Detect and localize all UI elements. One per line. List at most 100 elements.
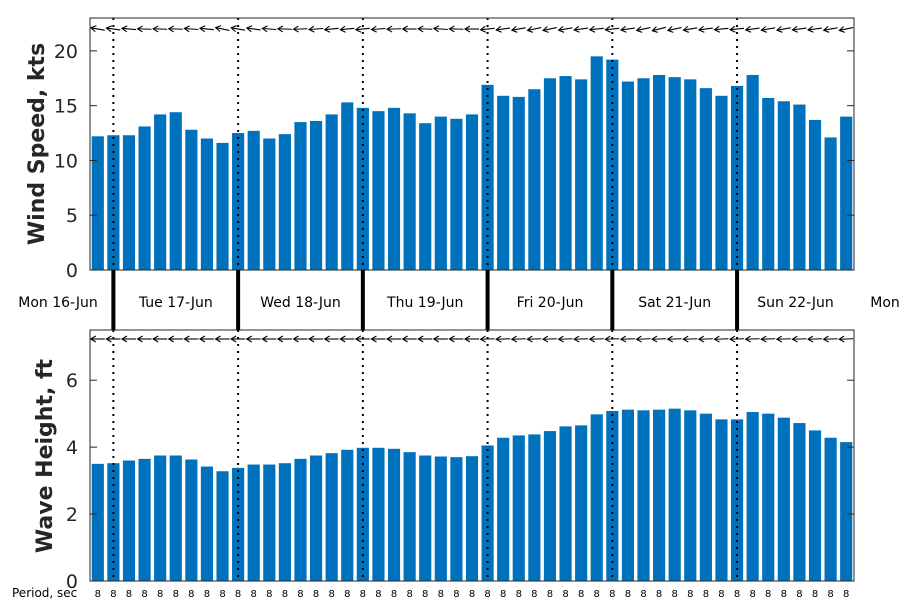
wind-direction-arrow <box>276 25 292 33</box>
wind-direction-arrow <box>573 25 589 33</box>
wave-bar <box>403 452 416 581</box>
wave-bar <box>419 455 432 581</box>
wave-bar <box>200 466 214 581</box>
wave-bar <box>762 413 775 581</box>
wave-bar <box>824 437 837 581</box>
wind-y-tick-label: 5 <box>66 205 78 227</box>
wave-direction-arrow <box>526 335 542 343</box>
wave-bar <box>653 409 666 581</box>
wave-direction-arrow <box>604 335 620 343</box>
wave-bar <box>730 419 744 581</box>
wind-direction-arrow <box>479 25 495 33</box>
period-value: 8 <box>219 589 225 600</box>
period-value: 8 <box>827 589 833 600</box>
wave-bar <box>169 455 182 581</box>
wind-bar <box>762 97 775 270</box>
wind-direction-arrow <box>744 25 760 33</box>
wind-bar <box>341 102 354 271</box>
wind-bar <box>185 129 198 270</box>
direction-arrows-layer <box>89 25 854 343</box>
wave-direction-arrow <box>557 335 573 343</box>
wind-bar <box>294 122 307 270</box>
wind-direction-arrow <box>510 25 526 33</box>
wind-bar <box>730 85 744 271</box>
wave-direction-arrow <box>495 335 511 343</box>
wave-bar <box>684 410 697 581</box>
period-value: 8 <box>313 589 319 600</box>
wave-direction-arrow <box>713 335 729 343</box>
wave-bar <box>668 408 681 581</box>
wave-bar <box>278 463 291 581</box>
wind-direction-arrow <box>651 26 667 33</box>
wave-direction-arrow <box>635 335 651 343</box>
wave-bar <box>497 437 510 581</box>
wind-direction-arrow <box>729 25 745 33</box>
wind-bar <box>621 81 634 270</box>
wave-direction-arrow <box>573 335 589 343</box>
wave-bar <box>637 410 650 581</box>
wave-bar <box>746 411 759 581</box>
wave-direction-arrow <box>198 335 214 343</box>
wave-bar <box>138 458 151 581</box>
period-value: 8 <box>812 589 818 600</box>
wave-direction-arrow <box>276 335 292 343</box>
wind-bar <box>715 95 728 270</box>
wave-bar <box>699 413 712 581</box>
wave-bar <box>543 431 557 581</box>
period-value: 8 <box>391 589 397 600</box>
wave-bar <box>310 455 323 581</box>
wave-direction-arrow <box>401 335 417 343</box>
wave-bar <box>559 426 572 581</box>
wind-y-axis-label: Wind Speed, kts <box>25 43 50 245</box>
wave-bar <box>232 467 245 581</box>
wind-bar <box>840 116 853 270</box>
period-value: 8 <box>375 589 381 600</box>
period-value: 8 <box>235 589 241 600</box>
wave-bar <box>512 435 525 581</box>
wind-direction-arrow <box>214 25 230 32</box>
wind-bar <box>310 120 323 271</box>
wind-bar <box>481 84 494 270</box>
wind-direction-arrow <box>370 25 386 33</box>
wave-direction-arrow <box>354 335 370 343</box>
wind-y-tick-label: 15 <box>54 96 78 118</box>
wind-bar <box>528 89 541 270</box>
period-value: 8 <box>328 589 334 600</box>
wind-direction-arrow <box>713 25 729 33</box>
period-value: 8 <box>531 589 537 600</box>
wave-direction-arrow <box>308 335 324 343</box>
wave-direction-arrow <box>417 335 433 343</box>
wind-bar <box>263 138 276 270</box>
period-value: 8 <box>640 589 646 600</box>
wind-direction-arrow <box>604 25 620 33</box>
wave-direction-arrow <box>120 335 136 343</box>
wind-bar <box>278 134 291 270</box>
wave-bar <box>450 457 463 581</box>
wave-direction-arrow <box>183 335 199 343</box>
wave-bar <box>840 442 853 581</box>
wind-bar <box>200 138 214 270</box>
wave-direction-arrow <box>791 335 807 343</box>
wind-direction-arrow <box>136 25 152 33</box>
period-value: 8 <box>765 589 771 600</box>
wind-bar <box>154 114 167 270</box>
period-value: 8 <box>843 589 849 600</box>
wind-bar <box>575 79 588 270</box>
wave-bar <box>107 463 120 581</box>
wind-direction-arrow <box>261 25 277 33</box>
wind-bar <box>699 88 712 271</box>
wind-direction-arrow <box>230 25 246 33</box>
wind-bar <box>653 74 666 270</box>
wave-direction-arrow <box>152 335 168 343</box>
wave-bar <box>777 417 790 581</box>
period-value: 8 <box>734 589 740 600</box>
wave-direction-arrow <box>588 335 604 343</box>
wind-bar <box>606 59 619 270</box>
wave-bar <box>715 419 728 581</box>
wave-y-axis-label: Wave Height, ft <box>33 358 58 553</box>
period-value: 8 <box>438 589 444 600</box>
period-value: 8 <box>718 589 724 600</box>
wind-y-tick-label: 10 <box>54 150 78 172</box>
wind-direction-arrow <box>152 25 168 33</box>
